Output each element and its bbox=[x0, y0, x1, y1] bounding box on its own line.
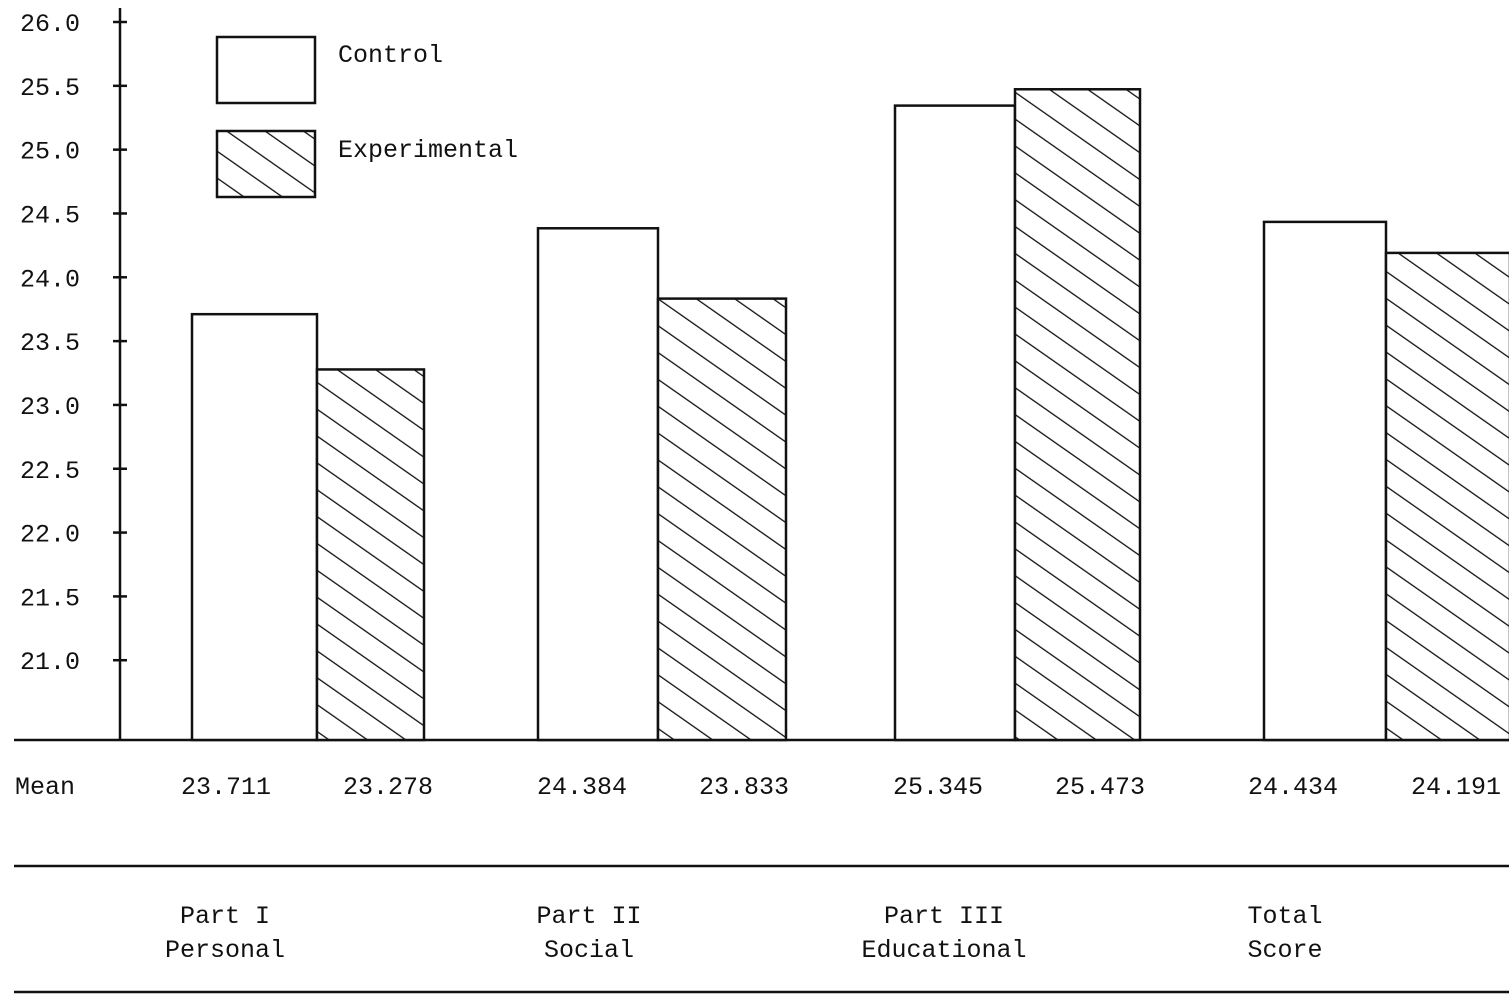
y-tick-label: 24.5 bbox=[20, 201, 80, 230]
legend: Control Experimental bbox=[215, 35, 518, 199]
y-tick-label: 21.0 bbox=[20, 648, 80, 677]
y-tick-label: 25.5 bbox=[20, 74, 80, 103]
y-tick-label: 23.0 bbox=[20, 393, 80, 422]
bar-control bbox=[1262, 220, 1388, 742]
category-label-line1: Part III bbox=[884, 902, 1004, 931]
bar-control bbox=[536, 227, 660, 742]
bar-control bbox=[893, 104, 1017, 742]
category-label-line1: Total bbox=[1247, 902, 1322, 931]
bars bbox=[190, 88, 1509, 742]
y-tick-label: 23.5 bbox=[20, 329, 80, 358]
mean-value-label: 24.434 bbox=[1248, 773, 1338, 802]
category-label-line2: Social bbox=[544, 936, 634, 965]
y-axis-ticks: 21.0 21.5 22.0 22.5 23.0 23.5 24.0 24.5 25.0 25.5… bbox=[20, 10, 127, 677]
mean-value-label: 23.711 bbox=[181, 773, 271, 802]
legend-label-control: Control bbox=[338, 41, 443, 70]
value-labels: 23.711 23.278 24.384 23.833 25.345 25.473 24.4… bbox=[181, 773, 1501, 802]
bar-experimental bbox=[656, 297, 788, 742]
category-label-line1: Part I bbox=[180, 902, 270, 931]
mean-value-label: 23.833 bbox=[699, 773, 789, 802]
y-tick-label: 22.0 bbox=[20, 521, 80, 550]
mean-row-label: Mean bbox=[15, 773, 75, 802]
y-tick-label: 21.5 bbox=[20, 584, 80, 613]
category-label-line1: Part II bbox=[536, 902, 641, 931]
category-label-line2: Educational bbox=[861, 936, 1026, 965]
mean-value-label: 24.191 bbox=[1411, 773, 1501, 802]
y-tick-label: 26.0 bbox=[20, 10, 80, 39]
mean-value-label: 24.384 bbox=[537, 773, 627, 802]
category-label-line2: Score bbox=[1247, 936, 1322, 965]
bar-experimental bbox=[315, 368, 426, 742]
bar-experimental bbox=[1013, 88, 1142, 742]
category-label-line2: Personal bbox=[165, 936, 285, 965]
mean-value-label: 25.473 bbox=[1055, 773, 1145, 802]
category-labels: Part I Personal Part II Social Part III Educa… bbox=[165, 902, 1323, 965]
y-tick-label: 25.0 bbox=[20, 138, 80, 167]
bar-control bbox=[190, 312, 319, 742]
legend-swatch-control bbox=[215, 35, 317, 105]
mean-value-label: 23.278 bbox=[343, 773, 433, 802]
bar-experimental bbox=[1384, 251, 1509, 742]
legend-swatch-experimental bbox=[215, 129, 317, 199]
legend-label-experimental: Experimental bbox=[338, 136, 518, 165]
y-tick-label: 24.0 bbox=[20, 265, 80, 294]
y-tick-label: 22.5 bbox=[20, 457, 80, 486]
mean-value-label: 25.345 bbox=[893, 773, 983, 802]
